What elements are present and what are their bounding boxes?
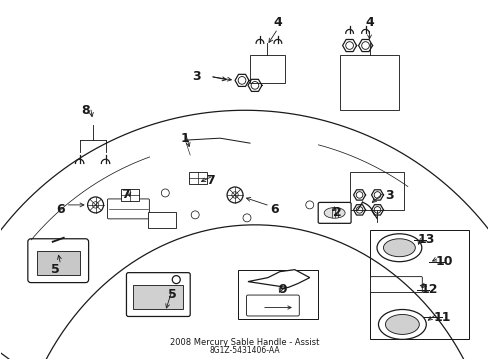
Text: 7: 7 xyxy=(205,174,214,186)
Bar xyxy=(238,270,317,319)
Bar xyxy=(339,55,399,110)
Bar xyxy=(249,55,285,84)
Text: 2008 Mercury Sable Handle - Assist: 2008 Mercury Sable Handle - Assist xyxy=(169,338,319,347)
Bar xyxy=(189,172,207,184)
Bar xyxy=(349,172,404,210)
Text: 13: 13 xyxy=(417,233,434,246)
Text: 3: 3 xyxy=(191,70,200,83)
Text: 2: 2 xyxy=(333,206,341,219)
Ellipse shape xyxy=(376,234,421,262)
Text: 4: 4 xyxy=(273,16,282,29)
Ellipse shape xyxy=(385,315,419,334)
Text: 5: 5 xyxy=(167,288,176,301)
Bar xyxy=(369,230,468,339)
Bar xyxy=(148,212,176,228)
Polygon shape xyxy=(247,270,309,288)
FancyBboxPatch shape xyxy=(318,202,350,223)
Text: 9: 9 xyxy=(278,283,286,296)
Text: 12: 12 xyxy=(420,283,437,296)
FancyBboxPatch shape xyxy=(246,295,299,316)
Ellipse shape xyxy=(324,207,345,218)
Text: 3: 3 xyxy=(385,189,393,202)
Ellipse shape xyxy=(378,310,426,339)
Bar xyxy=(37,251,80,275)
Text: 1: 1 xyxy=(181,132,189,145)
Text: 6: 6 xyxy=(270,203,279,216)
Text: 4: 4 xyxy=(365,16,373,29)
Text: 11: 11 xyxy=(432,311,450,324)
FancyBboxPatch shape xyxy=(28,239,88,283)
Text: 7: 7 xyxy=(121,188,130,202)
FancyBboxPatch shape xyxy=(107,199,149,219)
Bar xyxy=(133,285,183,309)
FancyBboxPatch shape xyxy=(370,276,422,293)
Text: 8: 8 xyxy=(81,104,90,117)
Bar xyxy=(121,189,139,201)
Text: 10: 10 xyxy=(435,255,452,268)
FancyBboxPatch shape xyxy=(126,273,190,316)
Text: 8G1Z-5431406-AA: 8G1Z-5431406-AA xyxy=(209,346,279,355)
Ellipse shape xyxy=(383,239,414,257)
Text: 5: 5 xyxy=(51,263,60,276)
Text: 6: 6 xyxy=(56,203,65,216)
